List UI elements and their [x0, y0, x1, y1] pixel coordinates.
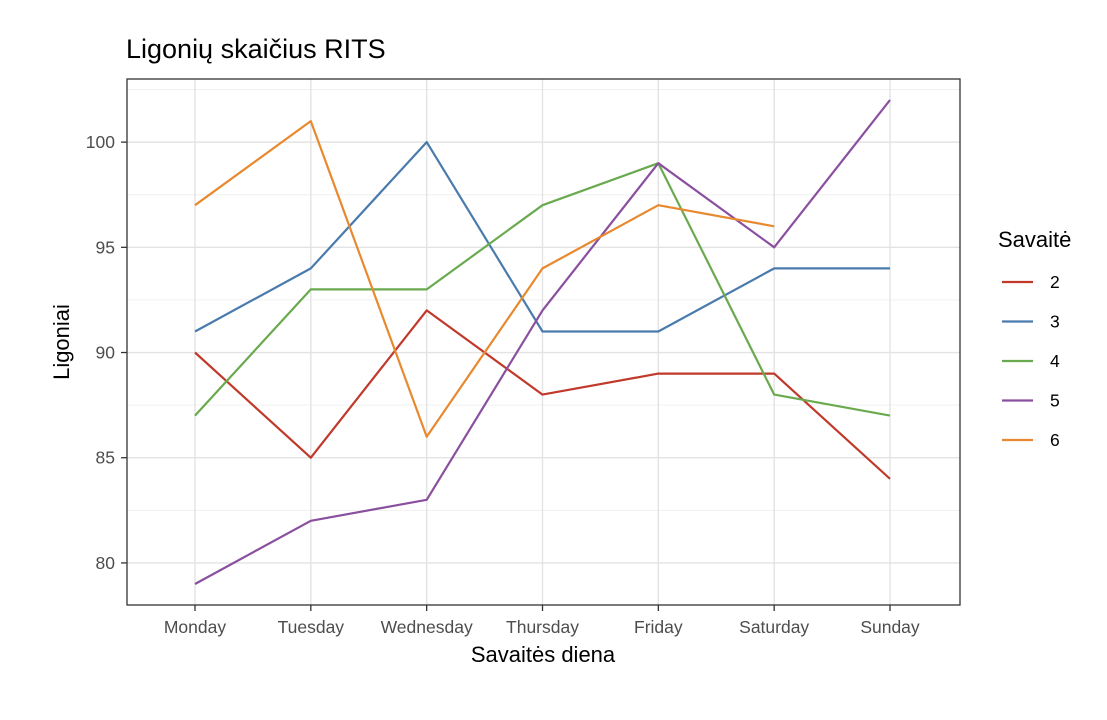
x-tick-label: Sunday: [860, 617, 920, 637]
plot-background: [127, 79, 960, 605]
legend-label-3: 3: [1050, 312, 1060, 332]
legend-label-2: 2: [1050, 272, 1060, 292]
x-tick-label: Monday: [164, 617, 227, 637]
legend-title: Savaitė: [998, 227, 1071, 252]
x-tick-label: Thursday: [506, 617, 579, 637]
y-tick-label: 85: [96, 448, 115, 468]
legend-label-5: 5: [1050, 391, 1060, 411]
y-axis-ticks: 80 85 90 95 100: [86, 132, 127, 573]
x-tick-label: Wednesday: [381, 617, 473, 637]
series-line-3: [194, 141, 890, 333]
legend-label-6: 6: [1050, 430, 1060, 450]
legend: Savaitė 2 3 4 5 6: [998, 227, 1071, 450]
series-line-5: [194, 99, 891, 585]
series-line-4: [194, 162, 891, 417]
minor-gridlines: [127, 89, 960, 511]
y-tick-label: 95: [96, 237, 115, 257]
panel-border: [126, 78, 961, 606]
x-tick-label: Saturday: [739, 617, 809, 637]
y-axis-title: Ligoniai: [49, 304, 74, 380]
series-lines: [194, 99, 891, 585]
x-axis-ticks: Monday Tuesday Wednesday Thursday Friday Satu…: [164, 605, 920, 637]
plot-border: [126, 78, 961, 606]
legend-label-4: 4: [1050, 351, 1060, 371]
plot-area: [127, 79, 960, 605]
x-tick-label: Friday: [634, 617, 683, 637]
y-tick-label: 90: [96, 343, 116, 363]
y-tick-label: 100: [86, 132, 115, 152]
series-line-6: [194, 119, 775, 438]
series-line-2: [194, 309, 891, 480]
x-tick-label: Tuesday: [278, 617, 345, 637]
major-gridlines: [127, 79, 960, 605]
chart-title: Ligonių skaičius RITS: [126, 34, 386, 64]
x-axis-title: Savaitės diena: [471, 642, 616, 667]
y-tick-label: 80: [96, 553, 116, 573]
